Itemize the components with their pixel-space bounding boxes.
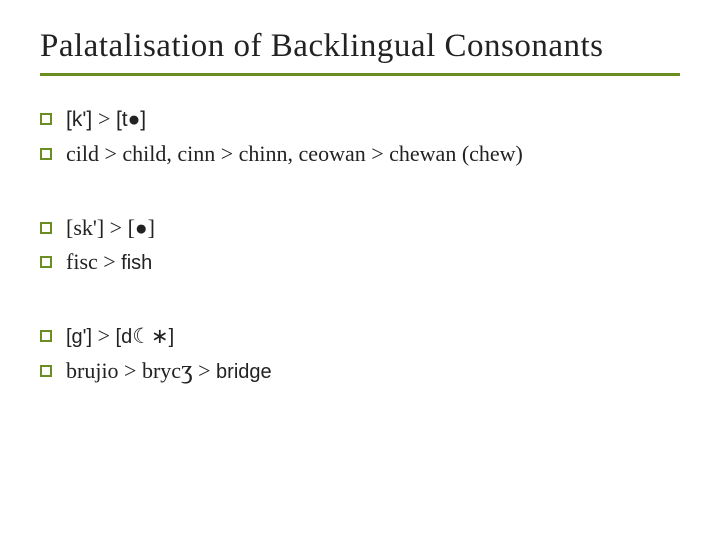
square-bullet-icon (40, 222, 52, 234)
line-text: [g'] > [d☾∗] (66, 319, 680, 354)
bullet-line: brujio > brycʒ > bridge (40, 354, 680, 388)
square-bullet-icon (40, 330, 52, 342)
line-text: fisc > fish (66, 245, 680, 279)
line-text: [k'] > [t●] (66, 102, 680, 137)
bullet-line: cild > child, cinn > chinn, ceowan > che… (40, 137, 680, 171)
line-text: brujio > brycʒ > bridge (66, 354, 680, 388)
title-underline (40, 73, 680, 76)
square-bullet-icon (40, 148, 52, 160)
bullet-line: [k'] > [t●] (40, 102, 680, 137)
square-bullet-icon (40, 365, 52, 377)
slide-title: Palatalisation of Backlingual Consonants (40, 28, 680, 73)
bullet-group-1: [k'] > [t●] cild > child, cinn > chinn, … (40, 102, 680, 171)
line-text: cild > child, cinn > chinn, ceowan > che… (66, 137, 680, 171)
bullet-line: [g'] > [d☾∗] (40, 319, 680, 354)
bullet-group-2: [sk'] > [●] fisc > fish (40, 211, 680, 280)
line-text: [sk'] > [●] (66, 211, 680, 246)
square-bullet-icon (40, 113, 52, 125)
bullet-line: [sk'] > [●] (40, 211, 680, 246)
square-bullet-icon (40, 256, 52, 268)
bullet-group-3: [g'] > [d☾∗] brujio > brycʒ > bridge (40, 319, 680, 388)
slide: Palatalisation of Backlingual Consonants… (0, 0, 720, 540)
bullet-line: fisc > fish (40, 245, 680, 279)
